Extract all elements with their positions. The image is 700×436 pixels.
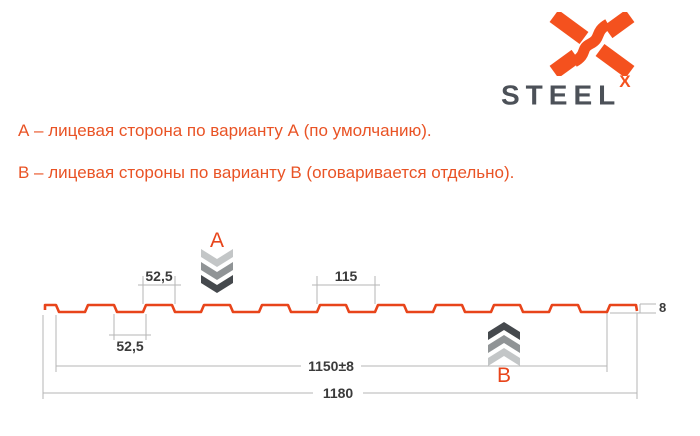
chevron-up-icon — [488, 335, 520, 353]
chevron-down-icon — [201, 249, 233, 267]
marker-a: A — [201, 229, 233, 293]
chevron-up-icon — [488, 348, 520, 366]
brand-name: STEEL — [501, 79, 622, 111]
chevron-down-icon — [201, 275, 233, 293]
marker-b-label: B — [497, 364, 511, 387]
steel-x-emblem-icon — [549, 12, 635, 76]
marker-b: B — [488, 322, 520, 387]
dim-pitch-value: 115 — [335, 268, 358, 284]
dimension-lines — [42, 276, 656, 399]
dim-height-value: 8 — [659, 300, 666, 315]
chevron-up-icon — [488, 322, 520, 340]
note-line-a: А – лицевая сторона по варианту А (по ум… — [18, 121, 432, 140]
profile-outline — [43, 303, 639, 314]
dim-valley-bottom-value: 52,5 — [116, 338, 143, 354]
note-line-b: В – лицевая стороны по варианту В (огова… — [18, 163, 515, 182]
chevron-down-icon — [201, 262, 233, 280]
brand-wordmark: STEELX — [501, 72, 633, 111]
dim-crest-top-value: 52,5 — [145, 268, 172, 284]
marker-a-label: A — [210, 229, 224, 252]
dim-cover-width-value: 1150±8 — [308, 358, 354, 374]
profile-diagram: A B 52,5 115 52,5 8 1150±8 1180 — [42, 229, 666, 401]
brand-sup-x: X — [619, 72, 631, 91]
dim-total-width-value: 1180 — [323, 385, 354, 401]
